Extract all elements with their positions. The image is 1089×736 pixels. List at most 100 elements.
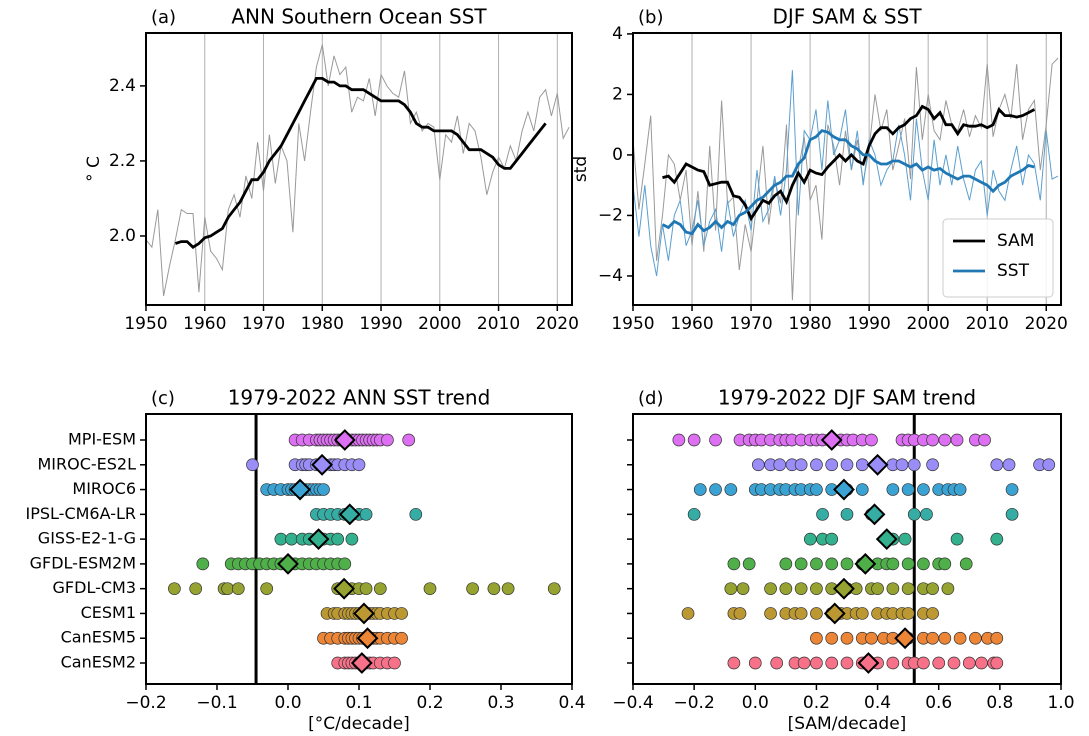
legend-label: SST [997,261,1030,281]
member-dot [920,507,933,521]
member-dot [926,458,939,472]
member-dot [865,631,878,645]
y-tick-label: CanESM5 [61,628,136,647]
x-tick-label: 1960 [183,314,226,334]
member-dot [907,458,921,472]
y-tick-label: GISS-E2-1-G [38,529,136,548]
y-tick-label: GFDL-ESM2M [30,553,136,572]
x-tick-label: 2020 [1025,314,1068,334]
y-tick-label: MPI-ESM [68,430,136,449]
axes-frame [632,413,1062,685]
member-dot [748,656,762,670]
x-tick-label: 1980 [788,314,831,334]
member-dot [359,507,373,521]
member-dot [779,557,793,571]
member-dot [917,656,930,670]
member-dot [672,433,686,447]
mean-diamond [356,627,379,650]
member-dot [764,582,777,596]
member-dot [865,433,878,447]
member-dot [709,433,722,447]
member-dot [733,607,747,620]
member-dot [816,507,829,521]
member-dot [810,458,823,472]
member-dot [231,582,245,596]
member-dot [168,582,181,596]
member-dot [901,607,915,620]
member-dot [810,557,823,571]
y-tick-label: 2 [612,84,623,104]
x-tick-label: 0.1 [345,693,372,713]
member-dot [681,607,695,620]
member-dot [501,582,515,596]
y-tick-label: 2.2 [109,151,136,171]
x-tick-label: 2010 [477,314,520,334]
x-tick-label: 2010 [966,314,1009,334]
y-tick-label: −4 [598,266,623,286]
y-tick-label: 2.4 [109,76,136,96]
axes-frame [145,413,573,685]
member-dot [794,458,808,472]
mean-diamond [277,552,299,575]
y-tick-label: CanESM2 [61,653,136,672]
member-dot [724,582,738,596]
member-dot [221,582,234,596]
mean-diamond [307,528,330,551]
member-dot [727,557,741,571]
legend-label: SAM [997,231,1034,251]
member-dot [953,483,967,496]
smoothed-line [661,129,1035,236]
member-dot [352,458,366,472]
mean-diamond [854,552,877,575]
member-dot [810,582,823,596]
member-dot [1005,507,1019,521]
member-dot [1005,483,1019,496]
member-dot [825,656,839,670]
member-dot [926,607,939,620]
member-dot [825,631,839,645]
member-dot [687,433,701,447]
member-dot [840,656,854,670]
x-axis-label: [°C/decade] [308,714,410,734]
raw-line [633,57,1059,301]
member-dot [359,582,373,596]
y-axis-label: ° C [84,156,104,182]
x-tick-label: 0.3 [487,693,514,713]
y-axis-label: std [571,156,591,182]
member-dot [395,631,408,645]
member-dot [969,631,982,645]
panel-label: (c) [151,388,175,409]
x-tick-label: 0.4 [864,693,891,713]
member-dot [547,582,561,596]
raw-line [633,70,1059,277]
member-dot [825,458,839,472]
member-dot [742,557,756,571]
x-tick-label: 0.6 [925,693,952,713]
member-dot [773,458,787,472]
member-dot [803,532,817,546]
member-dot [840,631,854,645]
member-dot [794,557,808,571]
member-dot [855,458,869,472]
member-dot [947,656,961,670]
member-dot [373,582,387,596]
panel-label: (d) [638,388,663,409]
member-dot [840,458,854,472]
member-dot [825,557,839,571]
x-tick-label: −0.4 [612,693,653,713]
mean-diamond [857,652,880,674]
x-tick-label: 1990 [848,314,891,334]
member-dot [938,433,952,447]
member-dot [953,631,967,645]
x-tick-label: 0.4 [558,693,585,713]
mean-diamond [866,453,889,476]
axes-frame [632,32,1062,306]
mean-diamond [311,453,333,476]
member-dot [871,582,884,596]
member-dot [751,458,765,472]
member-dot [1002,458,1016,472]
member-dot [794,607,808,620]
x-tick-label: 0.8 [986,693,1013,713]
y-tick-label: IPSL-CM6A-LR [26,504,136,523]
member-dot [246,458,259,472]
